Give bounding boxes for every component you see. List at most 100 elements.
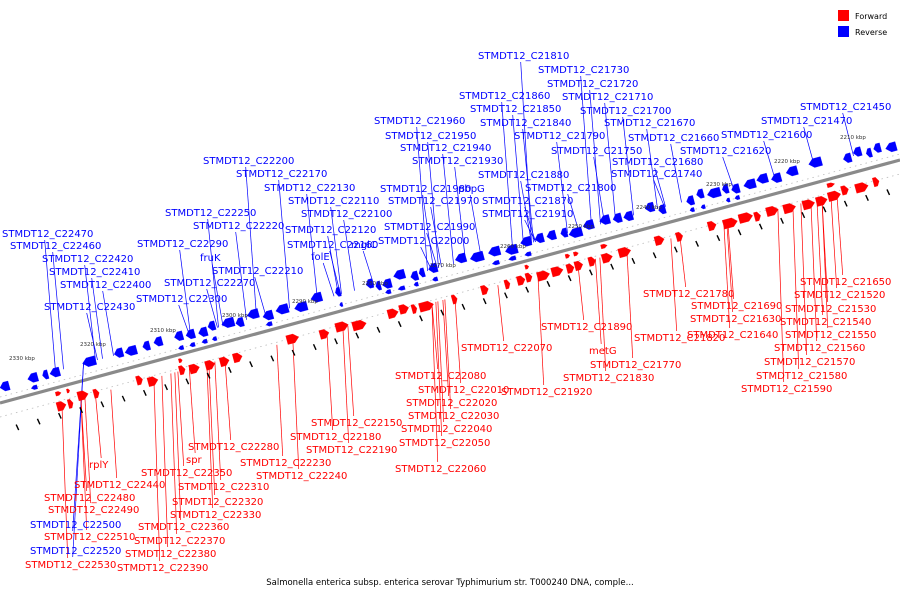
feature-tick [822,206,827,213]
scale-tick-label: 2290 kbp [292,299,318,305]
scale-tick-label: 2330 kbp [9,356,35,362]
reverse-gene-label: pbpG [458,184,485,195]
reverse-leader-line [44,239,56,372]
forward-gene-arrow [398,304,409,315]
forward-leader-line [326,331,334,431]
reverse-leader-line [91,277,103,359]
forward-gene-arrow [722,217,738,230]
forward-leader-line [80,397,88,531]
forward-gene-label: STMDT12_C22030 [408,411,499,422]
reverse-leader-line [556,141,568,234]
feature-tick [737,229,742,236]
forward-leader-line [816,199,824,316]
feature-tick [504,292,508,299]
reverse-gene-arrow [201,338,208,344]
forward-leader-line [595,258,602,345]
reverse-gene-label: STMDT12_C21660 [628,133,719,144]
forward-leader-line [626,250,634,359]
feature-tick [185,378,190,385]
forward-leader-line [431,302,439,370]
reverse-leader-line [278,179,290,309]
forward-gene-arrow [854,182,869,194]
reverse-gene-arrow [707,186,722,199]
forward-leader-line [836,193,844,276]
reverse-gene-arrow [432,276,439,282]
reverse-leader-line [422,194,434,270]
scale-tick-label: 2220 kbp [774,159,800,165]
reverse-gene-arrow [808,156,823,168]
reverse-gene-label: STMDT12_C21910 [482,209,573,220]
feature-tick [15,424,20,431]
reverse-gene-label: STMDT12_C22470 [2,229,93,240]
reverse-gene-label: STMDT12_C21680 [612,157,703,168]
legend-label: Reverse [855,28,887,37]
reverse-leader-line [426,232,438,269]
forward-gene-arrow [565,263,575,274]
forward-leader-line [821,197,829,329]
forward-gene-label: spr [186,455,203,466]
forward-gene-arrow [815,196,828,207]
forward-gene-arrow [564,253,571,259]
forward-gene-arrow [753,211,761,222]
scale-tick-label: 2320 kbp [80,342,106,348]
forward-gene-label: STMDT12_C21830 [563,373,654,384]
reverse-gene-label: STMDT12_C21930 [412,156,503,167]
reverse-gene-arrow [853,146,863,157]
forward-gene-arrow [204,360,216,371]
reverse-gene-label: STMDT12_C22290 [137,239,228,250]
gene-arrows [0,141,898,431]
scale-tick-label: 2230 kbp [706,182,732,188]
reverse-gene-arrow [756,172,769,184]
forward-leader-line [208,363,216,496]
forward-gene-arrow [66,388,70,394]
reverse-leader-line [206,288,218,328]
forward-gene-arrow [76,390,89,402]
reverse-leader-line [524,219,536,242]
forward-leader-line [444,299,452,410]
feature-tick [716,234,721,242]
forward-leader-line [830,195,838,289]
forward-gene-label: STMDT12_C21560 [774,343,865,354]
scale-tick-label: 2260 kbp [500,244,526,250]
reverse-gene-arrow [0,380,11,392]
legend-label: Forward [855,12,887,21]
forward-leader-line [161,375,169,548]
forward-gene-arrow [146,376,159,387]
forward-gene-label: STMDT12_C21520 [794,290,885,301]
axis-guide-reverse [0,153,900,398]
forward-leader-line [810,200,818,342]
reverse-gene-arrow [397,285,406,291]
reverse-leader-line [254,276,266,315]
reverse-gene-arrow [696,188,705,199]
forward-gene-label: STMDT12_C22530 [25,560,116,571]
reverse-gene-label: STMDT12_C22170 [236,169,327,180]
forward-leader-line [347,325,355,417]
forward-gene-arrow [178,358,183,364]
reverse-leader-line [178,304,190,336]
reverse-gene-arrow [198,326,209,337]
scale-tick-label: 2300 kbp [222,313,248,319]
reverse-gene-arrow [428,262,439,273]
forward-gene-label: STMDT12_C22350 [141,468,232,479]
reverse-gene-arrow [505,243,519,255]
feature-tick [142,389,147,396]
feature-tick [397,321,402,328]
reverse-gene-arrow [612,212,623,223]
reverse-gene-label: STMDT12_C22160 [287,240,378,251]
forward-leader-line [61,402,69,559]
reverse-leader-line [722,156,734,189]
forward-gene-arrow [386,308,399,320]
reverse-leader-line [593,156,605,224]
feature-tick [758,223,763,230]
reverse-leader-line [179,249,191,336]
forward-gene-arrow [135,375,143,386]
forward-gene-label: metG [589,346,617,357]
reverse-gene-arrow [365,278,375,289]
reverse-gene-label: mglC [351,240,377,251]
reverse-gene-label: STMDT12_C21720 [547,79,638,90]
reverse-gene-arrow [335,286,342,297]
reverse-gene-arrow [49,366,61,378]
reverse-gene-label: STMDT12_C22130 [264,183,355,194]
forward-gene-label: STMDT12_C21630 [690,314,781,325]
